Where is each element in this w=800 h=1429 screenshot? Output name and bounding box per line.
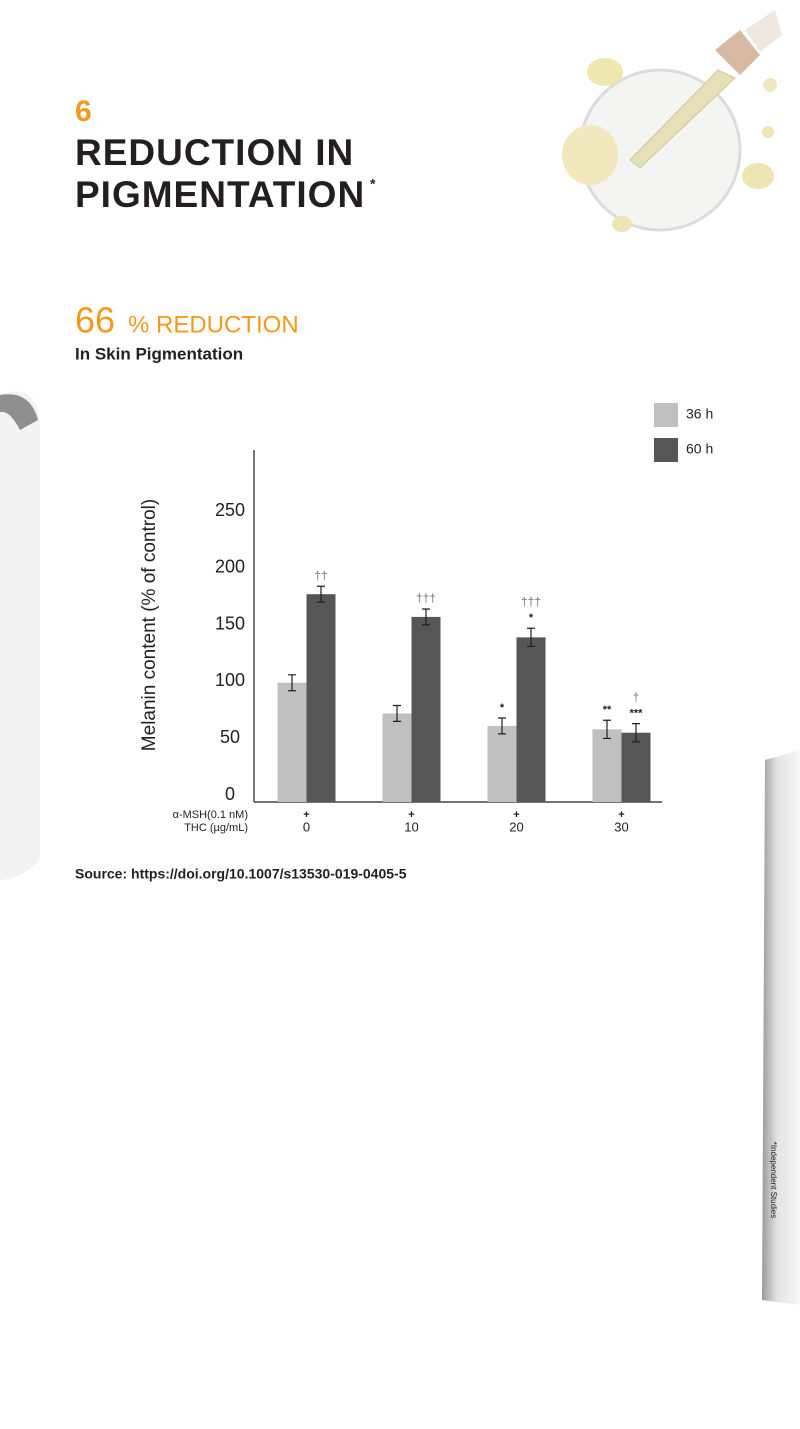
bar [516,637,546,802]
y-tick-label: 150 [215,613,245,633]
x-tick-label: 10 [404,819,418,834]
row-value: + [408,809,414,821]
y-tick-label: 100 [215,670,245,690]
significance-label: † [633,690,640,704]
row-label: α-MSH(0.1 nM) [173,809,248,821]
error-bar [603,719,611,740]
bar [592,729,622,802]
bar [306,594,336,802]
significance-label: †† [314,568,327,582]
title-line: REDUCTION IN [75,132,354,173]
chart: Melanin content (% of control) α-MSH(0.1… [139,403,713,834]
footnote: *Independent Studies [769,1142,778,1219]
x-tick-label: 30 [614,819,628,834]
dish-left [0,391,40,880]
row-value: + [513,809,519,821]
bar [621,732,651,802]
highlight-subtitle: In Skin Pigmentation [75,344,243,363]
significance-label: ** [603,704,612,716]
dish-right [762,750,800,1305]
y-tick-label: 0 [225,784,235,804]
legend-swatch [654,438,678,462]
error-bar [527,627,535,648]
bar [382,713,412,802]
significance-label: *** [630,708,644,720]
row-label: THC (µg/mL) [184,822,248,834]
bar [487,725,517,802]
y-tick-label: 200 [215,557,245,577]
error-bar [498,717,506,735]
bar [411,616,441,802]
y-tick-label: 250 [215,500,245,520]
legend-swatch [654,403,678,427]
dropper-image [562,10,782,232]
error-bar [422,608,430,626]
y-axis-label: Melanin content (% of control) [139,499,160,751]
title-line: PIGMENTATION [75,174,365,215]
legend-label: 60 h [686,441,713,457]
bar [277,682,307,802]
x-tick-label: 0 [303,819,310,834]
dish-left-rim [0,394,38,430]
significance-label: * [529,612,534,624]
y-tick-label: 50 [220,727,240,747]
title-mark: * [370,176,376,192]
error-bar [317,585,325,603]
significance-label: ††† [416,591,436,605]
highlight-unit: % REDUCTION [128,311,299,338]
significance-label: ††† [521,594,541,608]
section-number: 6 [75,95,92,128]
row-value: + [303,809,309,821]
source: Source: https://doi.org/10.1007/s13530-0… [75,866,407,882]
x-tick-label: 20 [509,819,523,834]
error-bar [632,723,640,743]
row-value: + [618,809,624,821]
highlight-number: 66 [75,300,115,341]
error-bar [288,674,296,692]
significance-label: * [500,702,505,714]
error-bar [393,704,401,722]
legend-label: 36 h [686,406,713,422]
